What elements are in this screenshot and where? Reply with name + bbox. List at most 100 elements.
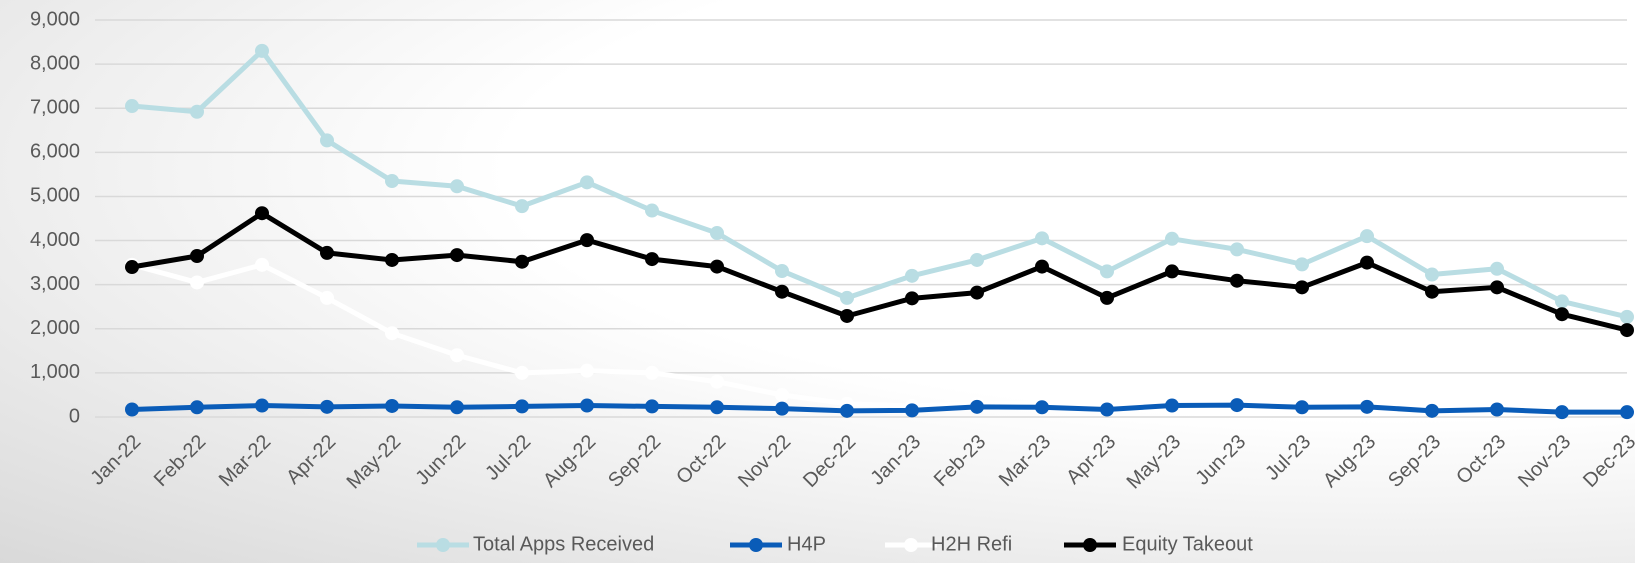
x-tick-label: Jan-23 [866,431,925,490]
x-tick-label: Apr-22 [282,431,340,489]
data-point [710,400,724,415]
data-point [775,401,789,416]
x-tick-label: Sep-22 [604,431,665,492]
data-point [1100,402,1114,417]
data-point [385,174,399,189]
data-point [1555,405,1569,420]
data-point [1425,284,1439,299]
data-point [385,252,399,267]
data-point [1555,294,1569,309]
legend-marker [904,538,918,552]
data-point [255,43,269,58]
data-point [970,285,984,300]
x-tick-label: Aug-22 [539,431,600,492]
data-point [385,326,399,341]
data-point [840,403,854,418]
data-point [1295,280,1309,295]
data-point [385,398,399,413]
legend-label: Total Apps Received [473,533,654,555]
legend-marker [749,538,763,552]
y-tick-label: 0 [69,405,80,427]
x-tick-label: May-23 [1123,431,1186,494]
data-point [775,387,789,402]
data-point [645,203,659,218]
x-tick-label: Nov-22 [734,431,795,492]
x-tick-label: May-22 [343,431,406,494]
y-tick-label: 3,000 [30,273,80,295]
data-point [450,179,464,194]
data-point [320,399,334,414]
data-point [125,99,139,114]
data-point [1230,398,1244,413]
data-point [645,365,659,380]
legend-label: H4P [787,533,826,555]
data-point [840,308,854,323]
y-tick-label: 5,000 [30,185,80,207]
x-tick-label: Apr-23 [1062,431,1120,489]
data-point [1165,398,1179,413]
data-point [1100,290,1114,305]
data-point [1360,255,1374,270]
x-tick-label: Sep-23 [1384,431,1445,492]
series-line [131,48,1628,320]
data-point [515,399,529,414]
data-point [580,363,594,378]
data-point [580,398,594,413]
x-tick-label: Aug-23 [1319,431,1380,492]
x-tick-label: Jun-23 [1191,431,1250,490]
data-point [905,291,919,306]
x-tick-label: Dec-22 [799,431,860,492]
data-point [1035,259,1049,274]
data-point [515,199,529,214]
x-tick-label: Feb-22 [150,431,210,491]
data-point [190,275,204,290]
data-point [320,245,334,260]
x-tick-label: Oct-23 [1452,431,1510,489]
data-point [775,284,789,299]
x-tick-label: Jul-22 [481,431,535,485]
x-tick-label: Feb-23 [930,431,990,491]
data-point [255,257,269,272]
legend-label: H2H Refi [931,533,1012,555]
x-tick-label: Jul-23 [1261,431,1315,485]
data-point [1165,231,1179,246]
data-point [125,260,139,275]
data-point [320,133,334,148]
data-point [710,259,724,274]
data-point [1100,264,1114,279]
data-point [645,252,659,267]
y-tick-label: 7,000 [30,97,80,119]
data-point [1620,309,1634,324]
legend-marker [1083,538,1097,552]
series-line [131,402,1627,415]
data-point [645,399,659,414]
data-point [190,248,204,263]
data-point [255,398,269,413]
data-point [970,252,984,267]
data-point [190,104,204,119]
x-tick-label: Nov-23 [1514,431,1575,492]
data-point [775,263,789,278]
data-point [905,268,919,283]
y-tick-label: 6,000 [30,141,80,163]
data-point [1490,261,1504,276]
data-point [710,226,724,241]
data-point [450,348,464,363]
data-point [1165,264,1179,279]
data-point [1230,242,1244,257]
data-point [1035,400,1049,415]
data-point [450,248,464,263]
data-point [450,400,464,415]
y-tick-label: 4,000 [30,229,80,251]
data-point [190,400,204,415]
data-point [515,254,529,269]
x-tick-label: Mar-22 [215,431,275,491]
data-point [1490,280,1504,295]
x-tick-label: Jun-22 [411,431,470,490]
x-tick-label: Jan-22 [86,431,145,490]
legend-label: Equity Takeout [1122,533,1253,555]
x-tick-label: Oct-22 [672,431,730,489]
data-point [515,365,529,380]
y-tick-label: 1,000 [30,361,80,383]
